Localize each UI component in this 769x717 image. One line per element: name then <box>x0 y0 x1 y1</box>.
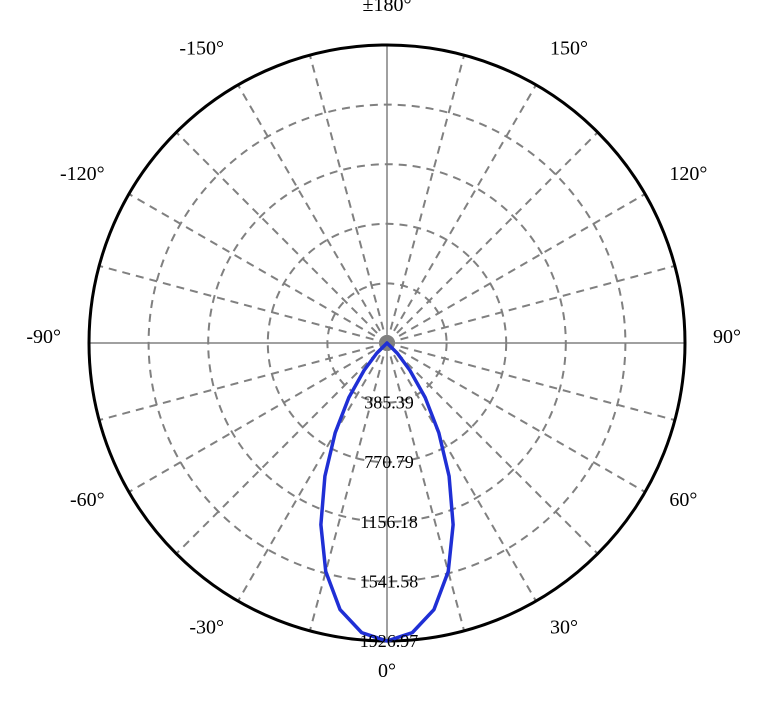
ring-label: 385.39 <box>364 393 414 413</box>
polar-chart-svg: 385.39 770.79 1156.18 1541.58 1926.97 ±180° -1… <box>0 0 769 717</box>
angle-label: ±180° <box>363 0 412 16</box>
angle-label: 120° <box>669 163 707 185</box>
angle-label: 30° <box>550 616 578 638</box>
angle-label: 150° <box>550 38 588 60</box>
angle-label: -150° <box>179 38 224 60</box>
chart-bg <box>0 0 769 717</box>
ring-label: 1926.97 <box>360 631 419 651</box>
angle-label: -90° <box>26 326 61 348</box>
ring-label: 1541.58 <box>360 571 419 591</box>
angle-label: -120° <box>60 163 105 185</box>
angle-label: 90° <box>713 326 741 348</box>
ring-label: 1156.18 <box>360 512 418 532</box>
angle-label: 60° <box>669 489 697 511</box>
polar-chart: 385.39 770.79 1156.18 1541.58 1926.97 ±180° -1… <box>0 0 769 717</box>
angle-label: 0° <box>378 660 396 682</box>
angle-label: -30° <box>189 616 224 638</box>
ring-label: 770.79 <box>364 452 414 472</box>
angle-label: -60° <box>70 489 105 511</box>
